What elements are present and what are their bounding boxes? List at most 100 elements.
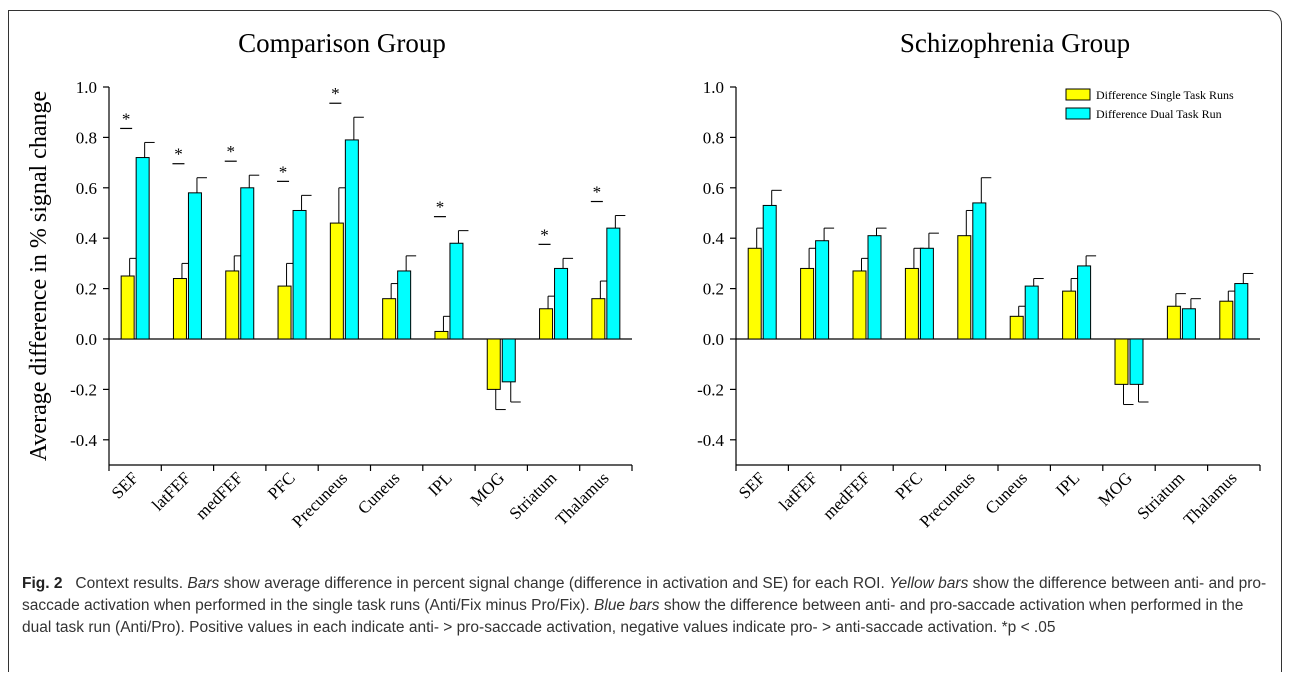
bar-single-task bbox=[539, 308, 554, 340]
caption-segment: Yellow bars bbox=[889, 575, 969, 592]
bar-dual-task bbox=[1024, 285, 1039, 340]
y-tick-label: 0.8 bbox=[703, 128, 724, 147]
bar-dual-task bbox=[135, 157, 150, 340]
x-category-label: PFC bbox=[264, 468, 299, 503]
x-category-label: Thalamus bbox=[1180, 468, 1241, 529]
x-category-label: Precuneus bbox=[916, 468, 979, 531]
x-category-label: medFEF bbox=[192, 468, 247, 523]
bar-dual-task bbox=[867, 235, 882, 340]
caption-segment: show average difference in percent signa… bbox=[219, 575, 890, 592]
bar-dual-task bbox=[554, 267, 569, 340]
caption-segment: show the difference between anti- and pr… bbox=[22, 575, 1267, 614]
legend-entry: Difference Single Task Runs bbox=[1096, 88, 1234, 102]
significance-star: * bbox=[540, 225, 549, 244]
x-category-label: MOG bbox=[1094, 468, 1135, 509]
caption-segment: Context results. bbox=[75, 575, 188, 592]
y-tick-label: -0.4 bbox=[697, 431, 724, 450]
significance-star: * bbox=[227, 142, 236, 161]
bar-dual-task bbox=[292, 209, 307, 340]
caption-segment: Bars bbox=[187, 575, 220, 592]
x-category-label: Cuneus bbox=[982, 468, 1031, 517]
legend-swatch-single bbox=[1065, 88, 1091, 101]
bar-single-task bbox=[225, 270, 240, 340]
bar-single-task bbox=[1166, 305, 1181, 340]
bar-dual-task bbox=[972, 202, 987, 340]
bar-single-task bbox=[1062, 290, 1077, 340]
bar-single-task bbox=[382, 298, 397, 340]
bar-single-task bbox=[1009, 315, 1024, 340]
bar-dual-task bbox=[1181, 308, 1196, 340]
bar-dual-task bbox=[501, 338, 516, 383]
bar-single-task bbox=[1114, 338, 1129, 385]
bar-dual-task bbox=[449, 242, 464, 340]
significance-star: * bbox=[174, 145, 183, 164]
x-category-label: MOG bbox=[467, 468, 508, 509]
bar-dual-task bbox=[1234, 283, 1249, 340]
chart-title: Comparison Group bbox=[238, 28, 446, 58]
bar-single-task bbox=[434, 330, 449, 340]
bar-single-task bbox=[172, 278, 187, 340]
x-category-label: IPL bbox=[424, 468, 455, 499]
bar-single-task bbox=[852, 270, 867, 340]
bar-dual-task bbox=[1077, 265, 1092, 340]
bar-dual-task bbox=[606, 227, 621, 340]
bar-single-task bbox=[747, 247, 762, 340]
x-category-label: Cuneus bbox=[354, 468, 403, 517]
figure-charts: Comparison Group Average difference in % … bbox=[26, 28, 1261, 531]
legend-swatch-dual bbox=[1065, 107, 1091, 120]
x-category-label: medFEF bbox=[819, 468, 874, 523]
bar-single-task bbox=[957, 235, 972, 340]
y-tick-label: 0.6 bbox=[76, 179, 97, 198]
x-category-label: latFEF bbox=[775, 468, 821, 514]
x-category-label: SEF bbox=[108, 468, 142, 502]
y-tick-label: -0.4 bbox=[70, 431, 97, 450]
bar-single-task bbox=[591, 298, 606, 340]
bar-dual-task bbox=[1129, 338, 1144, 385]
significance-star: * bbox=[593, 183, 602, 202]
caption-segment: show the difference between anti- and pr… bbox=[22, 597, 1244, 636]
x-category-label: Thalamus bbox=[552, 468, 613, 529]
y-tick-label: 0.4 bbox=[76, 229, 98, 248]
figure-frame bbox=[8, 10, 1282, 672]
bar-single-task bbox=[800, 267, 815, 340]
x-category-label: PFC bbox=[891, 468, 926, 503]
bar-dual-task bbox=[344, 139, 359, 340]
y-tick-label: -0.2 bbox=[697, 380, 724, 399]
x-category-label: SEF bbox=[735, 468, 769, 502]
significance-star: * bbox=[331, 84, 340, 103]
bar-single-task bbox=[120, 275, 135, 340]
y-tick-label: -0.2 bbox=[70, 380, 97, 399]
y-tick-label: 0.2 bbox=[76, 280, 97, 299]
significance-star: * bbox=[436, 198, 445, 217]
x-category-label: IPL bbox=[1052, 468, 1083, 499]
bar-dual-task bbox=[815, 240, 830, 340]
y-tick-label: 0.0 bbox=[703, 330, 724, 349]
bar-single-task bbox=[904, 267, 919, 340]
figure-caption: Fig. 2 Context results. Bars show averag… bbox=[22, 573, 1272, 639]
y-tick-label: 1.0 bbox=[76, 78, 97, 97]
bar-single-task bbox=[1219, 300, 1234, 340]
x-category-label: Precuneus bbox=[288, 468, 351, 531]
y-axis-label: Average difference in % signal change bbox=[26, 91, 52, 461]
bar-single-task bbox=[277, 285, 292, 340]
y-tick-label: 0.2 bbox=[703, 280, 724, 299]
y-tick-label: 1.0 bbox=[703, 78, 724, 97]
y-tick-label: 0.6 bbox=[703, 179, 724, 198]
y-tick-label: 0.0 bbox=[76, 330, 97, 349]
caption-label: Fig. 2 bbox=[22, 575, 63, 592]
legend-entry: Difference Dual Task Run bbox=[1096, 107, 1222, 121]
bar-single-task bbox=[486, 338, 501, 390]
bar-dual-task bbox=[397, 270, 412, 340]
chart-title: Schizophrenia Group bbox=[900, 28, 1130, 58]
caption-segment: Blue bars bbox=[594, 597, 660, 614]
bar-dual-task bbox=[240, 187, 255, 340]
bar-dual-task bbox=[919, 247, 934, 340]
x-category-label: latFEF bbox=[148, 468, 194, 514]
y-tick-label: 0.4 bbox=[703, 229, 725, 248]
bar-dual-task bbox=[187, 192, 202, 340]
significance-star: * bbox=[122, 109, 131, 128]
bar-dual-task bbox=[762, 204, 777, 340]
bar-single-task bbox=[329, 222, 344, 340]
y-tick-label: 0.8 bbox=[76, 128, 97, 147]
caption-text: Context results. Bars show average diffe… bbox=[22, 575, 1266, 636]
